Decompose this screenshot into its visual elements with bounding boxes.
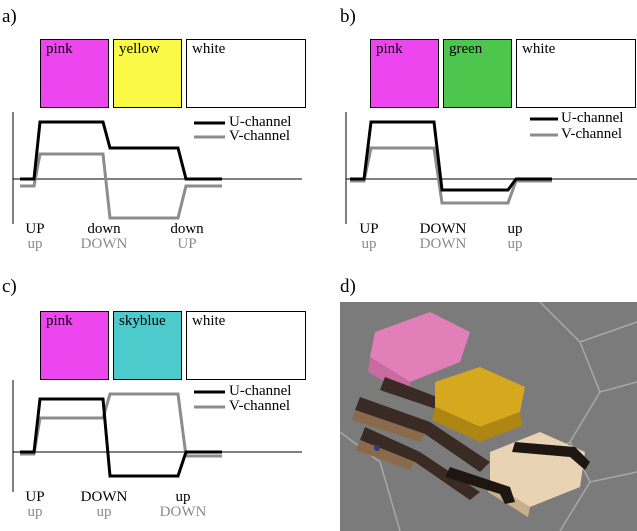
b-level3-u: up	[507, 221, 523, 237]
legend-v-label: V-channel	[561, 126, 623, 142]
swatch-green: green	[443, 39, 512, 108]
b-level3-v: up	[507, 236, 523, 252]
legend-v-label: V-channel	[229, 398, 291, 414]
u-channel-line	[20, 397, 222, 478]
c-level1-u: UP	[25, 489, 45, 505]
signal-plot-a	[12, 112, 302, 224]
u-channel-line	[20, 120, 222, 181]
swatch-yellow: yellow	[113, 39, 182, 108]
legend-u-label: U-channel	[561, 110, 624, 126]
signal-plot-b	[345, 112, 637, 224]
panel-c-label: c)	[2, 276, 17, 297]
panel-a-label: a)	[2, 6, 17, 27]
c-level3-v: DOWN	[159, 504, 207, 520]
c-level2-u: DOWN	[80, 489, 128, 505]
u-channel-line	[350, 120, 552, 192]
b-level1-u: UP	[359, 221, 379, 237]
a-level3-v: UP	[177, 236, 197, 252]
panel-b-label: b)	[340, 6, 356, 27]
legend-u-label: U-channel	[229, 114, 292, 130]
c-level2-v: up	[96, 504, 112, 520]
b-level2-u: DOWN	[419, 221, 467, 237]
a-level1-u: UP	[25, 221, 45, 237]
c-level1-v: up	[27, 504, 43, 520]
swatch-pink: pink	[40, 311, 109, 380]
swatch-white: white	[186, 311, 306, 380]
v-channel-line	[20, 392, 222, 458]
v-channel-line	[20, 152, 222, 220]
swatch-white: white	[516, 39, 636, 108]
a-level1-v: up	[27, 236, 43, 252]
v-channel-line	[350, 146, 552, 205]
a-level3-u: down	[170, 221, 204, 237]
b-level1-v: up	[361, 236, 377, 252]
a-level2-v: DOWN	[80, 236, 128, 252]
legend-v-label: V-channel	[229, 128, 291, 144]
swatch-white: white	[186, 39, 306, 108]
legend-u-label: U-channel	[229, 383, 292, 399]
point-cloud-image	[340, 302, 637, 531]
b-level2-v: DOWN	[419, 236, 467, 252]
c-level3-u: up	[175, 489, 191, 505]
point-cloud-render	[340, 302, 637, 531]
swatch-skyblue: skyblue	[113, 311, 182, 380]
swatch-pink: pink	[40, 39, 109, 108]
swatch-pink: pink	[370, 39, 439, 108]
signal-plot-c	[12, 380, 302, 492]
panel-d-label: d)	[340, 276, 356, 297]
a-level2-u: down	[87, 221, 121, 237]
